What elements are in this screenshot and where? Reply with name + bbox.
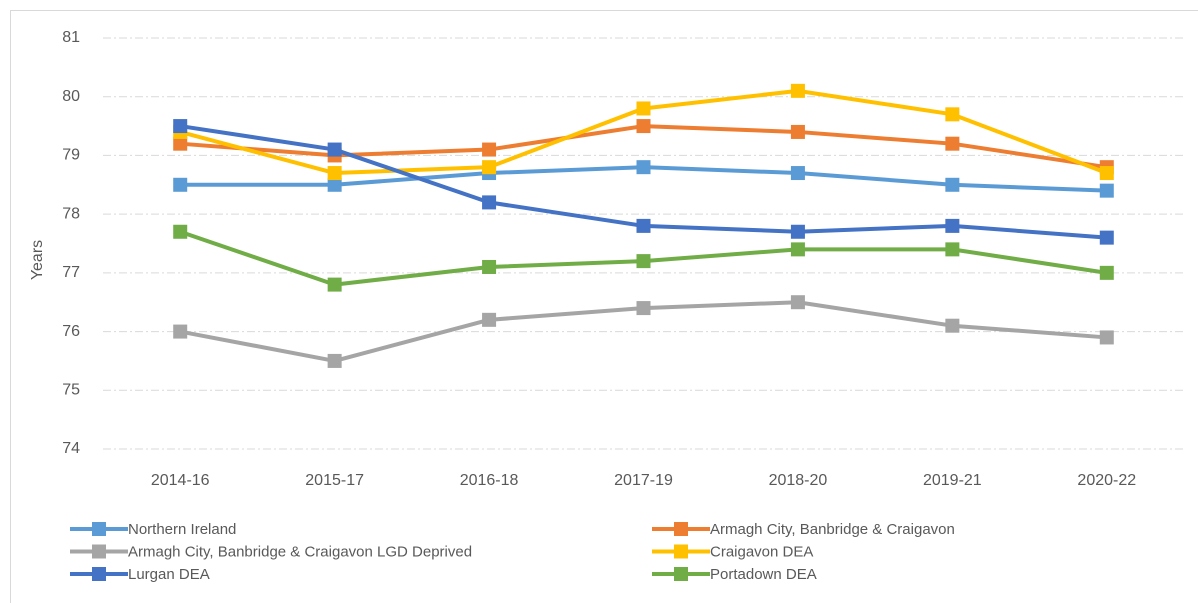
marker bbox=[790, 124, 805, 139]
marker bbox=[945, 318, 960, 333]
marker bbox=[945, 242, 960, 257]
legend-label: Portadown DEA bbox=[710, 566, 817, 583]
marker bbox=[482, 160, 497, 175]
y-tick-label: 81 bbox=[62, 29, 80, 46]
marker bbox=[1099, 166, 1114, 181]
marker bbox=[173, 177, 188, 192]
y-tick-label: 75 bbox=[62, 382, 80, 399]
legend-marker bbox=[674, 544, 688, 559]
legend-marker bbox=[674, 522, 688, 536]
legend-label: Craigavon DEA bbox=[710, 543, 813, 560]
marker bbox=[945, 177, 960, 192]
marker bbox=[327, 142, 342, 157]
y-tick-label: 79 bbox=[62, 147, 80, 164]
legend-marker bbox=[92, 522, 106, 536]
y-axis-label: Years bbox=[29, 240, 46, 280]
plot-area: 74 75 76 77 78 79 80 81 2014-16 2015-17 2016-18 201… bbox=[62, 29, 1184, 489]
marker bbox=[482, 312, 497, 327]
y-tick-label: 78 bbox=[62, 205, 80, 222]
marker bbox=[1099, 183, 1114, 198]
marker bbox=[636, 119, 651, 134]
x-tick-label: 2017-19 bbox=[614, 472, 673, 489]
marker bbox=[636, 101, 651, 116]
legend-marker bbox=[92, 567, 106, 581]
legend-label: Armagh City, Banbridge & Craigavon LGD D… bbox=[128, 543, 472, 560]
marker bbox=[327, 166, 342, 181]
marker bbox=[327, 353, 342, 368]
marker bbox=[482, 259, 497, 274]
legend-label: Lurgan DEA bbox=[128, 566, 210, 583]
x-tick-label: 2018-20 bbox=[769, 472, 828, 489]
marker bbox=[173, 119, 188, 134]
legend-marker bbox=[674, 567, 688, 581]
x-tick-label: 2014-16 bbox=[151, 472, 210, 489]
x-tick-label: 2015-17 bbox=[305, 472, 364, 489]
y-tick-label: 74 bbox=[62, 440, 80, 457]
marker bbox=[173, 136, 188, 151]
y-tick-label: 76 bbox=[62, 323, 80, 340]
marker bbox=[482, 142, 497, 157]
marker bbox=[945, 136, 960, 151]
marker bbox=[790, 242, 805, 257]
marker bbox=[173, 324, 188, 339]
marker bbox=[173, 224, 188, 239]
marker bbox=[327, 277, 342, 292]
marker bbox=[636, 160, 651, 175]
marker bbox=[482, 195, 497, 210]
marker bbox=[790, 224, 805, 239]
marker bbox=[636, 301, 651, 316]
marker bbox=[636, 254, 651, 269]
x-tick-label: 2019-21 bbox=[923, 472, 982, 489]
x-tick-label: 2020-22 bbox=[1077, 472, 1136, 489]
marker bbox=[790, 166, 805, 181]
marker bbox=[790, 83, 805, 98]
marker bbox=[636, 218, 651, 233]
legend-label: Armagh City, Banbridge & Craigavon bbox=[710, 521, 955, 538]
marker bbox=[327, 177, 342, 192]
marker bbox=[1099, 265, 1114, 280]
marker bbox=[945, 218, 960, 233]
y-tick-label: 80 bbox=[62, 88, 80, 105]
x-tick-label: 2016-18 bbox=[460, 472, 519, 489]
marker bbox=[790, 295, 805, 310]
legend: Northern Ireland Armagh City, Banbridge &… bbox=[70, 521, 955, 583]
marker bbox=[1099, 330, 1114, 345]
legend-marker bbox=[92, 544, 106, 559]
marker bbox=[945, 107, 960, 122]
legend-label: Northern Ireland bbox=[128, 521, 236, 538]
y-tick-label: 77 bbox=[62, 264, 80, 281]
marker bbox=[1099, 230, 1114, 245]
